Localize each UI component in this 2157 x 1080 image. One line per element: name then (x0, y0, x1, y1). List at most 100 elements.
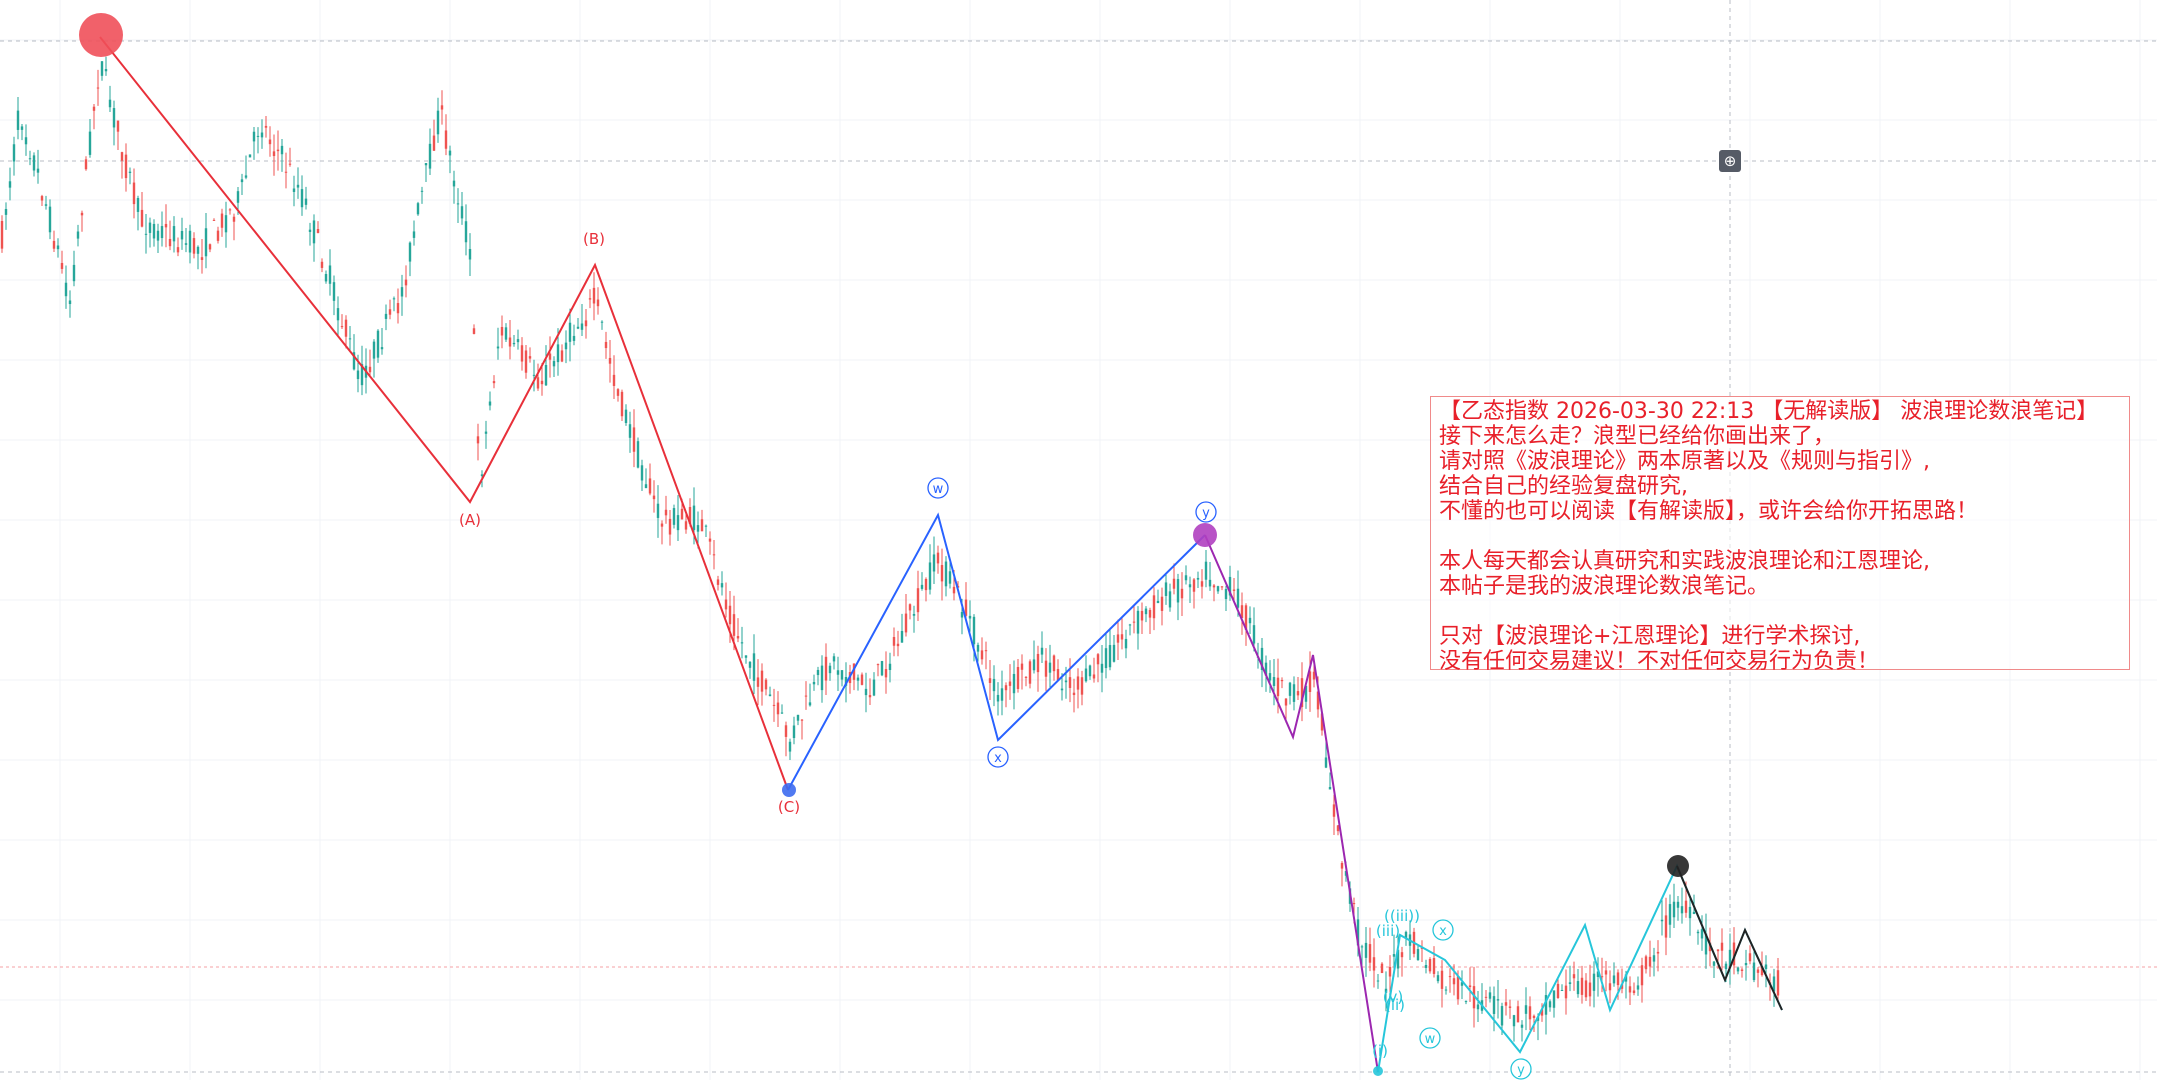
candle-body (1224, 588, 1228, 600)
crosshair-zoom-icon[interactable]: ⊕ (1719, 150, 1741, 172)
candle-body (512, 342, 516, 345)
candle-body (1712, 961, 1716, 966)
candle-body (1296, 691, 1300, 696)
candle-body (1676, 901, 1680, 908)
candle-body (964, 599, 968, 616)
candle-body (308, 229, 312, 232)
candle-body (664, 509, 668, 516)
candle-body (1680, 906, 1684, 914)
wave-label: (iii) (1376, 922, 1400, 940)
candle-body (1076, 676, 1080, 690)
candle-body (972, 616, 976, 645)
note-line: 请对照《波浪理论》两本原著以及《规则与指引》, (1439, 449, 1930, 474)
candle-body (1560, 990, 1564, 992)
candle-body (76, 231, 80, 239)
candle-body (68, 300, 72, 305)
candle-body (24, 137, 28, 145)
candle-body (728, 605, 732, 625)
candle-body (456, 203, 460, 205)
candle-body (1728, 949, 1732, 967)
candle-body (872, 679, 876, 696)
wave-marker (1193, 523, 1217, 547)
candle-body (988, 678, 992, 683)
candle-body (1036, 653, 1040, 673)
candle-body (928, 562, 932, 590)
candle-body (316, 229, 320, 233)
candle-body (1320, 713, 1324, 731)
candle-body (1420, 948, 1424, 950)
candle-body (996, 694, 1000, 702)
candle-body (896, 643, 900, 647)
candle-body (1356, 919, 1360, 946)
candle-body (336, 308, 340, 321)
candle-body (576, 326, 580, 329)
candle-body (1060, 688, 1064, 691)
candle-body (92, 106, 96, 111)
candle-body (1340, 862, 1344, 869)
candle-body (228, 209, 232, 211)
candle-body (216, 230, 220, 241)
candle-body (1484, 996, 1488, 998)
candle-body (1364, 942, 1368, 958)
candle-body (1504, 1002, 1508, 1006)
candle-body (820, 665, 824, 691)
candle-body (1688, 906, 1692, 919)
candle-body (1748, 953, 1752, 962)
candle-body (1572, 974, 1576, 979)
wave-label: (i) (1372, 1042, 1388, 1060)
candle-body (1204, 561, 1208, 580)
candle-body (548, 353, 552, 360)
candle-body (940, 565, 944, 582)
candle-body (504, 327, 508, 340)
candle-body (256, 135, 260, 137)
candle-body (1272, 677, 1276, 687)
candle-body (1032, 659, 1036, 671)
candle-body (1188, 584, 1192, 588)
wave-label: y (1517, 1063, 1525, 1078)
candle-body (540, 380, 544, 385)
candle-body (836, 670, 840, 675)
candle-body (1160, 596, 1164, 611)
candle-body (912, 613, 916, 616)
candle-body (1644, 956, 1648, 970)
candle-body (348, 338, 352, 340)
candle-body (792, 725, 796, 739)
candle-body (1524, 1005, 1528, 1014)
candle-body (876, 664, 880, 666)
candle-body (1200, 581, 1204, 587)
candle-body (232, 216, 236, 222)
candle-body (1476, 1004, 1480, 1010)
candle-body (932, 554, 936, 572)
candle-body (120, 152, 124, 161)
candle-body (624, 409, 628, 423)
candle-body (1496, 999, 1500, 1001)
candle-body (424, 163, 428, 166)
candle-body (1396, 949, 1400, 969)
candle-body (1084, 668, 1088, 682)
candle-body (556, 344, 560, 363)
candle-body (944, 561, 948, 587)
wave-series-2 (1204, 534, 1379, 1073)
candle-body (840, 670, 844, 680)
candle-body (428, 143, 432, 169)
candle-body (220, 213, 224, 228)
candle-body (1376, 980, 1380, 982)
candle-body (1532, 1015, 1536, 1018)
candle-body (568, 322, 572, 342)
candle-body (72, 264, 76, 282)
candle-body (320, 261, 324, 268)
candle-body (1568, 982, 1572, 985)
candle-body (1316, 691, 1320, 710)
wave-series-1 (787, 512, 1206, 791)
candle-body (1656, 951, 1660, 954)
candle-body (772, 704, 776, 706)
candle-body (1128, 624, 1132, 626)
candle-body (1384, 988, 1388, 993)
candle-body (580, 323, 584, 330)
candle-body (1088, 665, 1092, 677)
candle-body (1736, 967, 1740, 972)
candle-body (796, 714, 800, 721)
candle-body (376, 330, 380, 358)
candle-body (1004, 685, 1008, 691)
candle-body (1592, 973, 1596, 991)
